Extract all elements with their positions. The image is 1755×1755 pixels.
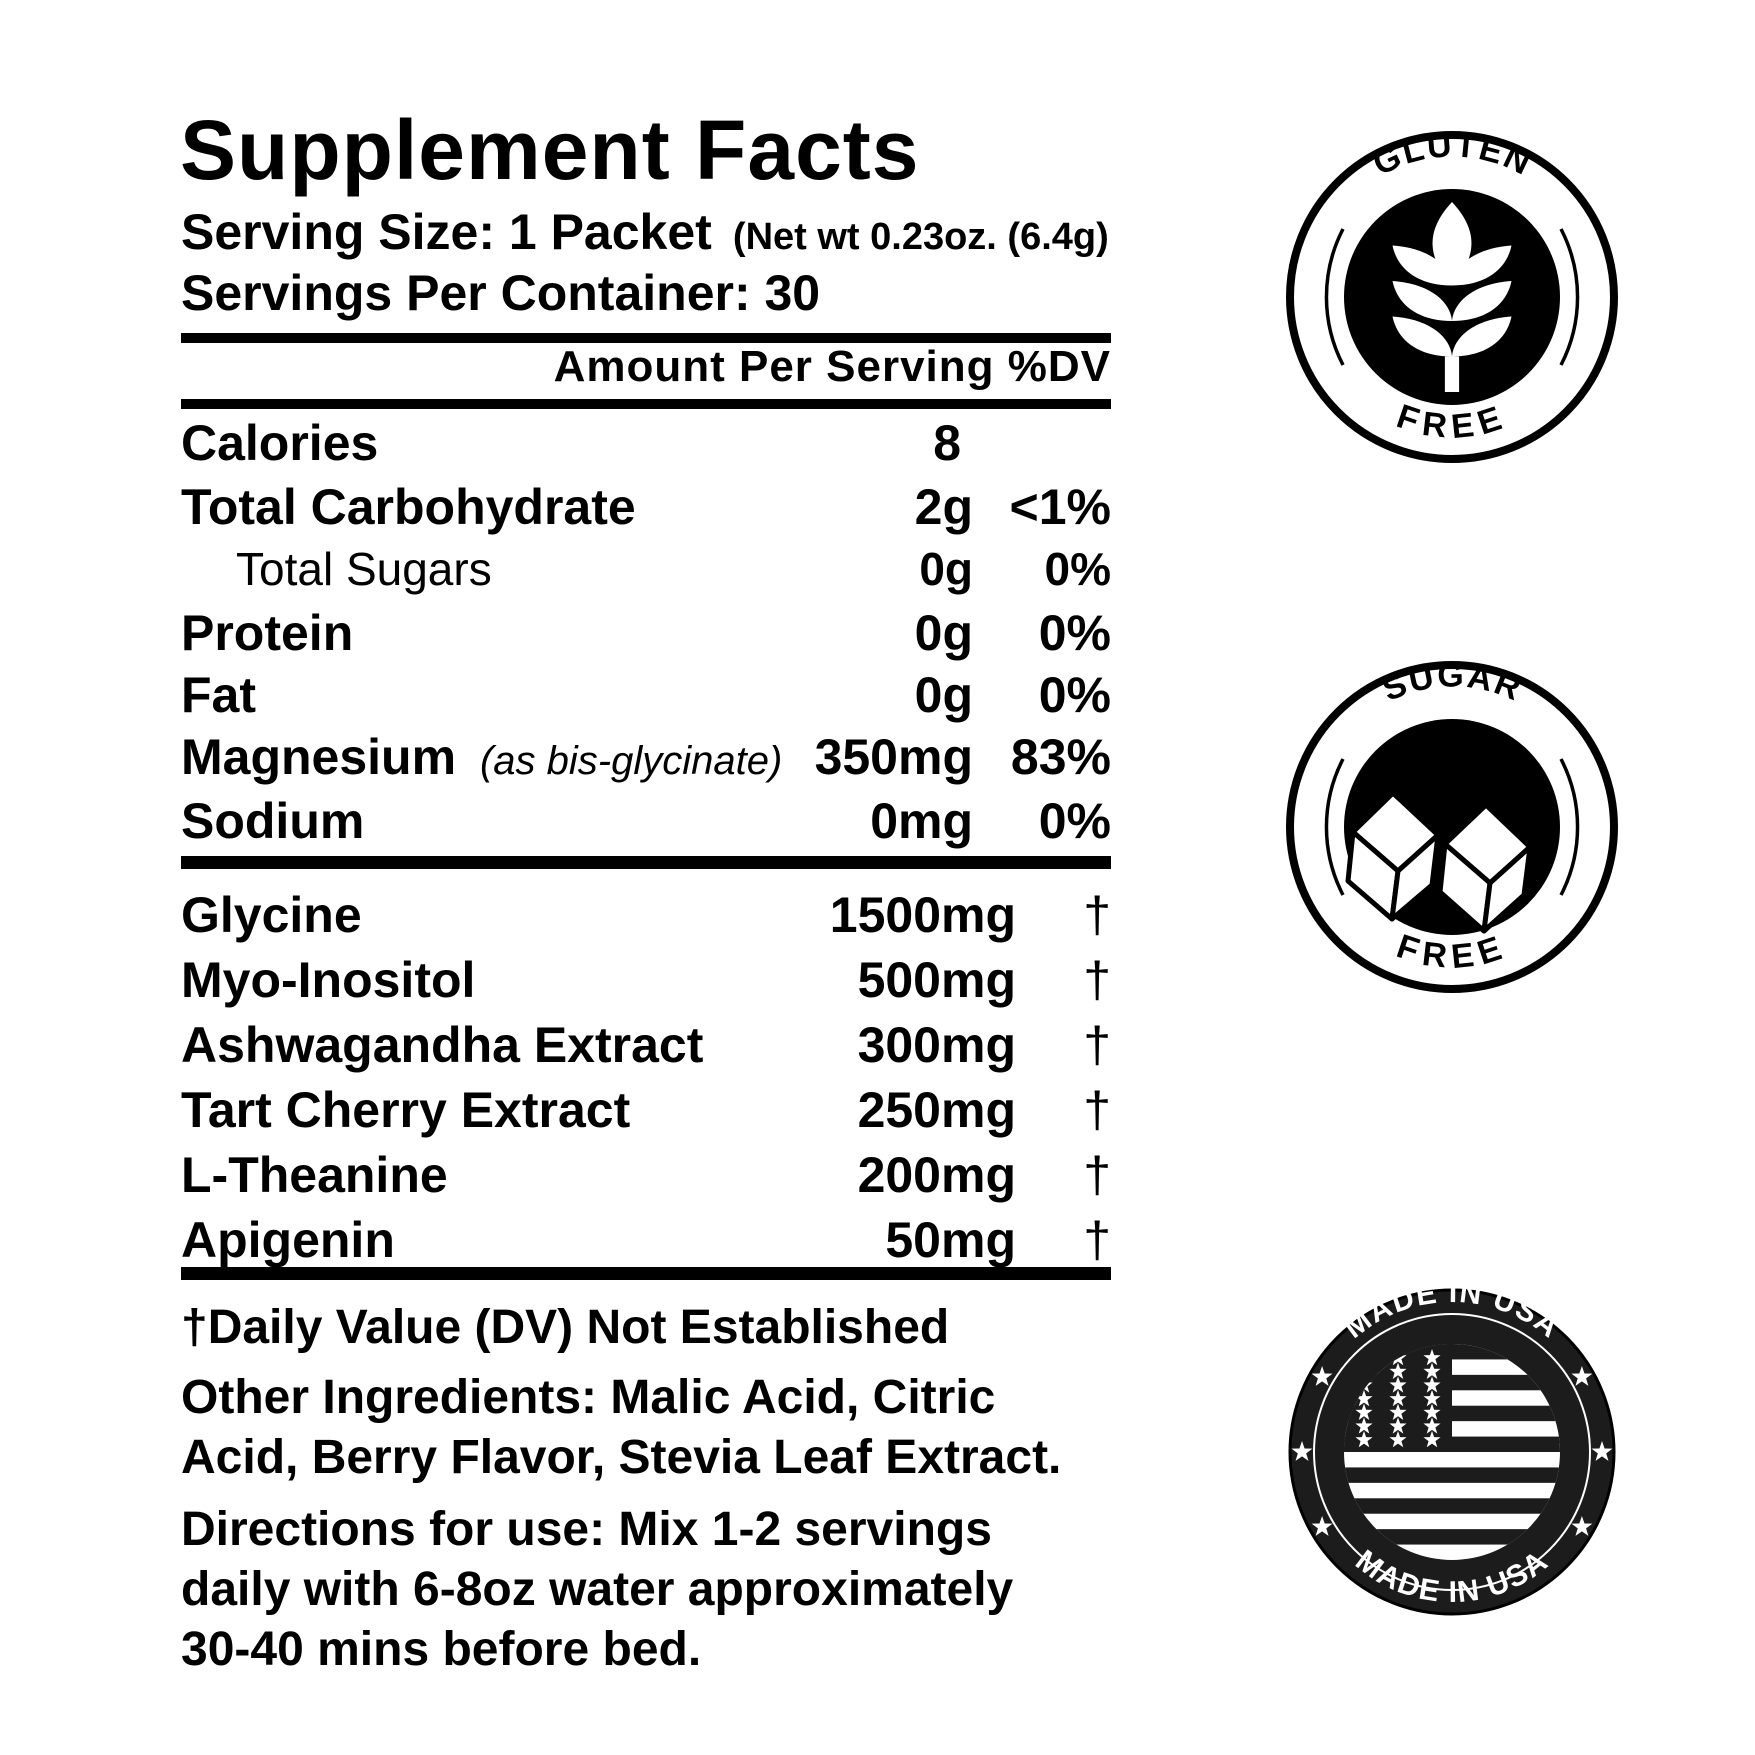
svg-text:SUGAR: SUGAR	[1377, 656, 1528, 708]
svg-text:GLUTEN: GLUTEN	[1367, 126, 1538, 183]
